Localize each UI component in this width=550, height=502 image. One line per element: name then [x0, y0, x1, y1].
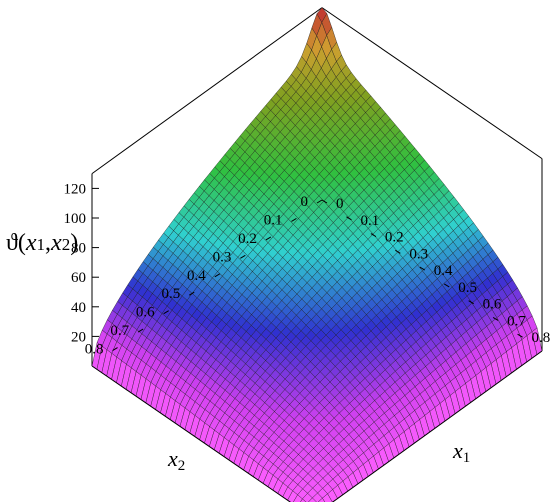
x2-tick-label: 0.3	[213, 249, 232, 265]
x2-axis-label: x2	[167, 446, 185, 474]
x1-tick-mark	[492, 317, 499, 321]
z-tick-label: 100	[64, 211, 87, 227]
z-tick-label: 40	[71, 300, 86, 316]
x1-tick-mark	[321, 199, 328, 204]
x2-tick-mark	[316, 199, 323, 204]
x2-tick-label: 0.2	[238, 231, 257, 247]
bounding-box-back	[91, 7, 543, 366]
x1-tick-label: 0.3	[409, 246, 428, 262]
x1-axis-label: x1	[452, 438, 470, 466]
x2-tick-label: 0.4	[187, 268, 206, 284]
x1-tick-mark	[468, 300, 474, 305]
x2-tick-mark	[240, 254, 246, 259]
x1-tick-mark	[370, 233, 377, 237]
x1-tick-mark	[517, 333, 523, 338]
x1-tick-label: 0.6	[483, 297, 502, 313]
x2-tick-label: 0.5	[161, 286, 180, 302]
x1-axis-ticks: 0 0.1 0.2 0.3 0.4 0.5 0.6 0.7 0.8	[321, 196, 550, 346]
x1-tick-mark	[395, 249, 401, 254]
surface-cell	[312, 492, 323, 502]
z-tick-label: 120	[64, 181, 87, 197]
box-edge	[331, 350, 543, 502]
x2-tick-label: 0.8	[85, 342, 104, 358]
x2-tick-label: 0.6	[136, 305, 155, 321]
x1-tick-label: 0	[336, 196, 344, 212]
x2-tick-mark	[291, 218, 297, 222]
surface-cell	[322, 493, 333, 502]
surface-cell	[293, 494, 303, 502]
x2-axis-ticks: 0 0.1 0.2 0.3 0.4 0.5 0.6 0.7 0.8	[85, 194, 323, 358]
x1-tick-mark	[346, 216, 352, 221]
surface-cell	[287, 490, 298, 502]
x1-tick-mark	[419, 266, 426, 271]
z-axis-ticks: 20 40 60 80 100 120	[64, 181, 99, 345]
z-tick-label: 80	[71, 241, 86, 257]
x1-tick-label: 0.7	[507, 313, 526, 329]
x2-tick-label: 0.7	[110, 323, 129, 339]
z-tick-label: 20	[71, 329, 86, 345]
x2-tick-mark	[137, 328, 144, 333]
x2-tick-mark	[214, 273, 221, 278]
bounding-box-front	[91, 350, 543, 502]
surface-cell	[327, 489, 338, 502]
x2-tick-mark	[112, 347, 118, 351]
x2-tick-mark	[163, 310, 169, 315]
z-axis-label: ϑ(x1,x2)	[6, 230, 78, 256]
x1-tick-label: 0.4	[434, 263, 453, 279]
x1-tick-label: 0.1	[360, 213, 379, 229]
x2-tick-mark	[265, 236, 272, 241]
z-tick-label: 60	[71, 270, 86, 286]
x1-tick-mark	[443, 283, 450, 288]
x2-tick-label: 0	[301, 194, 309, 210]
box-edge	[91, 7, 323, 175]
surface-cell	[302, 492, 313, 502]
x1-tick-label: 0.2	[385, 230, 404, 246]
surface-mesh	[91, 7, 543, 502]
box-edge	[321, 7, 543, 160]
surface-cell	[317, 497, 326, 502]
x2-tick-label: 0.1	[264, 212, 283, 228]
surface-cell	[308, 497, 317, 502]
x2-tick-mark	[188, 291, 195, 296]
x1-tick-label: 0.8	[532, 330, 550, 346]
box-edge	[91, 365, 292, 502]
x1-tick-label: 0.5	[458, 280, 477, 296]
